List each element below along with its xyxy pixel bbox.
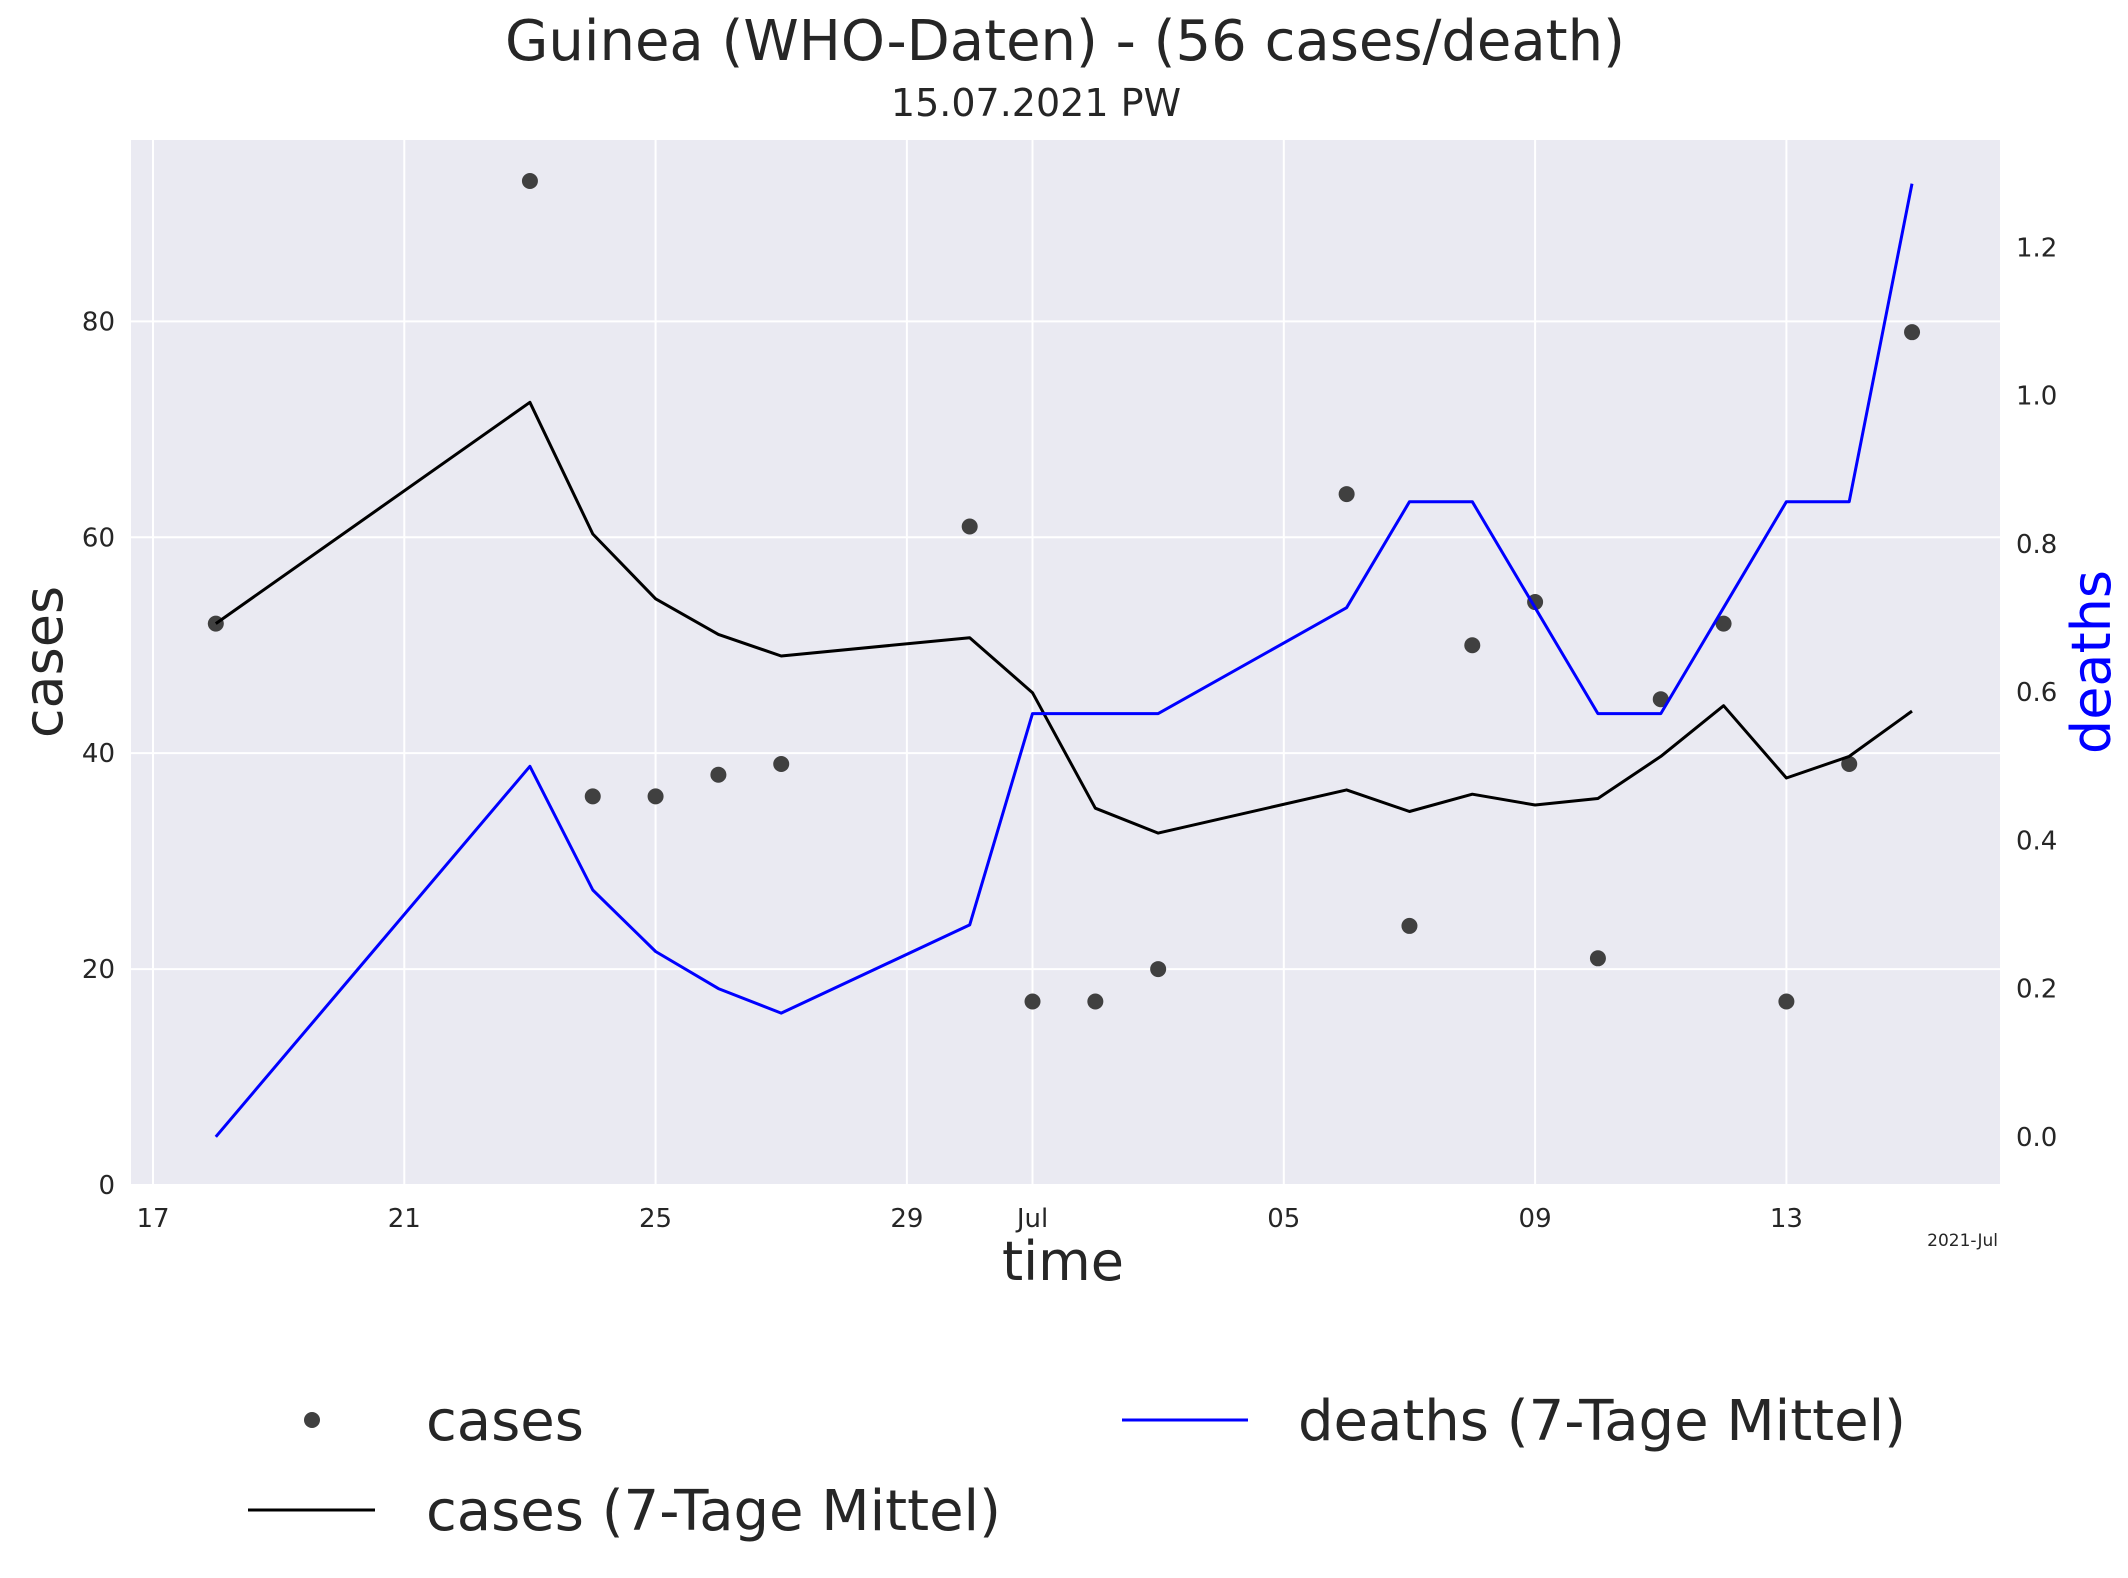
grid — [131, 140, 2000, 1186]
x-tick-label: 21 — [388, 1204, 421, 1234]
legend-item-cases: cases — [304, 1389, 584, 1454]
cases-point — [1464, 637, 1481, 654]
y-right-tick-label: 0.8 — [2016, 530, 2057, 560]
cases-point — [1087, 993, 1104, 1010]
legend-item-cases-7day: cases (7-Tage Mittel) — [248, 1479, 1001, 1544]
cases-point — [1778, 993, 1795, 1010]
x-axis-label: time — [1002, 1230, 1124, 1293]
x-tick-label: 29 — [890, 1204, 923, 1234]
legend-label-cases-7day: cases (7-Tage Mittel) — [426, 1479, 1001, 1544]
y-left-tick-label: 0 — [98, 1171, 115, 1201]
legend: cases cases (7-Tage Mittel) deaths (7-Ta… — [248, 1389, 1906, 1544]
y-right-tick-label: 1.2 — [2016, 233, 2057, 263]
cases-point — [1904, 324, 1921, 341]
y-left-tick-label: 60 — [82, 523, 115, 553]
cases-point — [1589, 950, 1606, 967]
cases-7day-avg-line — [214, 400, 1913, 835]
y-left-tick-label: 80 — [82, 307, 115, 337]
cases-point — [1401, 917, 1418, 934]
cases-point — [647, 788, 664, 805]
plot-background — [131, 140, 2000, 1185]
series-layer — [207, 173, 1921, 1138]
legend-label-deaths-7day: deaths (7-Tage Mittel) — [1298, 1389, 1906, 1454]
x-tick-label: 13 — [1770, 1204, 1803, 1234]
y-right-tick-label: 1.0 — [2016, 382, 2057, 412]
cases-point — [773, 755, 790, 772]
y-left-tick-label: 20 — [82, 955, 115, 985]
x-tick-label: Jul — [1015, 1204, 1048, 1234]
y-right-tick-label: 0.2 — [2016, 975, 2057, 1005]
cases-point — [584, 788, 601, 805]
y-axis-right-label: deaths — [2060, 570, 2123, 754]
deaths-7day-avg-line — [214, 183, 1914, 1138]
y-axis-left-label: cases — [12, 586, 75, 738]
cases-point — [710, 766, 727, 783]
cases-point — [1652, 691, 1669, 708]
cases-point — [1024, 993, 1041, 1010]
cases-point — [1715, 615, 1732, 632]
cases-point — [1841, 755, 1858, 772]
x-tick-label: 05 — [1267, 1204, 1300, 1234]
y-right-tick-label: 0.4 — [2016, 826, 2057, 856]
cases-point — [1338, 486, 1355, 503]
x-axis-corner-label: 2021-Jul — [1927, 1231, 1998, 1251]
y-right-tick-label: 0.0 — [2016, 1123, 2057, 1153]
y-right-tick-label: 0.6 — [2016, 678, 2057, 708]
y-left-tick-label: 40 — [82, 739, 115, 769]
x-tick-label: 17 — [136, 1204, 169, 1234]
cases-point — [521, 173, 538, 190]
chart-subtitle: 15.07.2021 PW — [891, 81, 1181, 125]
x-tick-label: 09 — [1519, 1204, 1552, 1234]
chart-title: Guinea (WHO-Daten) - (56 cases/death) — [505, 9, 1625, 74]
legend-item-deaths-7day: deaths (7-Tage Mittel) — [1122, 1389, 1906, 1454]
x-tick-label: 25 — [639, 1204, 672, 1234]
cases-point — [1150, 961, 1167, 978]
legend-marker-cases — [304, 1412, 320, 1428]
cases-point — [961, 518, 978, 535]
axis-ticks: 17 21 25 29 Jul 05 09 13 0 20 40 60 80 0.0 0.2 0.4 0.6 0.… — [82, 233, 2057, 1234]
legend-label-cases: cases — [426, 1389, 584, 1454]
